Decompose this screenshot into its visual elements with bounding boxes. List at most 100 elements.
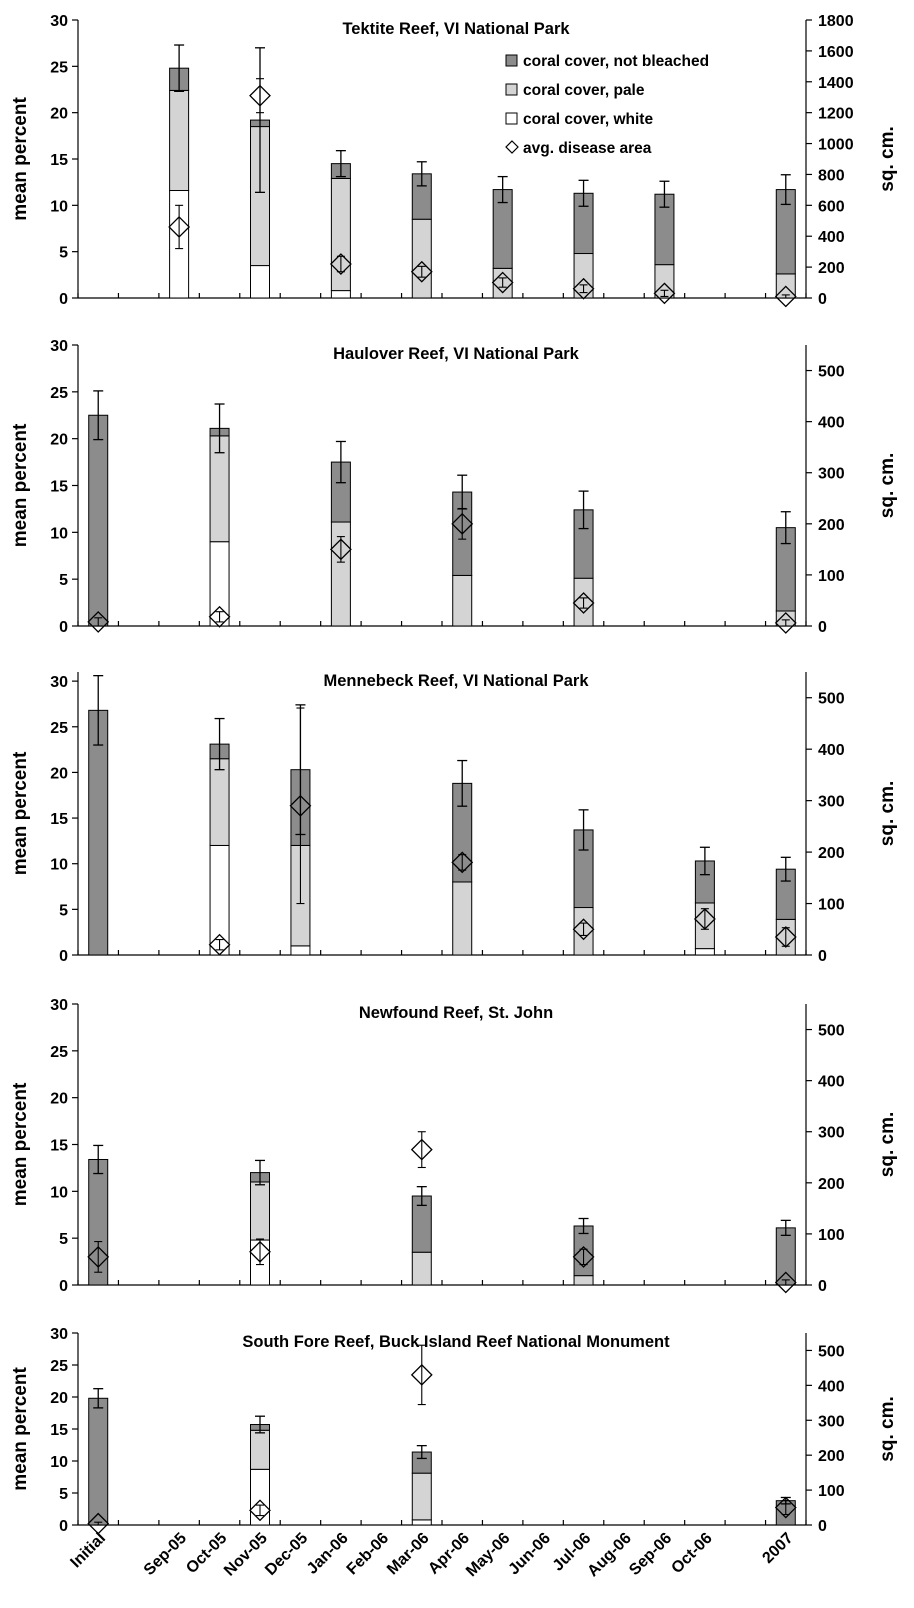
bar-stack [573,490,594,627]
bar-stack [330,440,351,627]
disease-marker [410,1131,433,1169]
y2-tick-label: 1600 [818,44,854,61]
y2-tick-label: 100 [818,568,845,585]
legend-label: coral cover, pale [523,82,645,99]
disease-diamond [329,253,352,275]
bar-segment-pale [209,758,230,846]
disease-diamond [410,1363,433,1386]
y-tick-label: 30 [50,1326,68,1343]
disease-marker [572,918,595,941]
bar-segment-not-bleached [88,1397,109,1526]
y-tick-label: 25 [50,1044,68,1061]
y-tick-label: 10 [50,198,68,215]
y2-tick-label: 400 [818,229,845,246]
legend: coral cover, not bleached coral cover, pa… [505,53,709,157]
disease-marker [87,610,110,633]
y-tick-label: 20 [50,106,68,123]
bar-segment-not-bleached [88,709,109,956]
y-tick-label: 10 [50,525,68,542]
y-axis-title: mean percent [10,1082,31,1206]
disease-diamond [87,610,110,633]
bar-stack [775,511,796,627]
disease-diamond [572,277,595,300]
y2-tick-label: 200 [818,517,845,534]
y2-tick-label: 200 [818,1176,845,1193]
disease-diamond [774,1271,797,1294]
bar-segment-white [330,290,351,299]
bar-stack [250,1159,270,1286]
bar-stack [88,675,109,956]
y2-tick-label: 1800 [818,13,854,30]
y2-tick-label: 500 [818,691,845,708]
y-tick-label: 20 [50,432,68,449]
disease-diamond [774,612,797,634]
y2-tick-label: 100 [818,897,845,914]
disease-diamond [249,1499,271,1522]
y-axis-title: mean percent [10,97,31,221]
y-tick-label: 5 [59,245,68,262]
bar-stack [250,1415,270,1526]
y-tick-label: 10 [50,1454,68,1471]
y-tick-label: 20 [50,1390,68,1407]
legend-swatch [505,112,518,125]
disease-marker [410,1344,433,1406]
y2-tick-label: 0 [818,1518,827,1535]
x-category-label: Jun-06 [505,1530,554,1579]
bar-stack [209,717,230,956]
panel-title: Mennebeck Reef, VI National Park [323,672,589,690]
disease-marker [329,536,352,563]
y2-tick-label: 400 [818,1074,845,1091]
bar-segment-pale [250,1429,270,1470]
disease-marker [451,507,474,540]
bar-segment-pale [452,881,473,956]
y-tick-label: 30 [50,674,68,691]
y-tick-label: 15 [50,811,68,828]
y2-tick-label: 600 [818,198,845,215]
panel-1: 0 5 10 15 20 25 30 0 200 400 600 800 1000 1200 1400 160… [10,13,898,308]
bar-stack [411,1444,432,1526]
disease-marker [329,253,352,275]
y2-tick-label: 0 [818,291,827,308]
disease-diamond [87,1245,110,1268]
bar-stack [573,809,594,956]
y2-tick-label: 800 [818,167,845,184]
disease-diamond [249,1240,271,1263]
disease-marker [491,271,514,294]
bar-segment-pale [411,1472,432,1521]
bar-segment-not-bleached [88,414,109,627]
disease-diamond [653,282,676,305]
disease-marker [774,612,797,634]
bar-stack [694,846,715,956]
y2-tick-label: 200 [818,845,845,862]
disease-diamond [87,1512,110,1535]
bar-stack [411,161,432,299]
y-tick-label: 0 [59,291,68,308]
legend-label: coral cover, not bleached [523,53,709,70]
y2-tick-label: 300 [818,1125,845,1142]
x-category-labels: Initial Sep-05Oct-05Nov-05Dec-05Jan-06Feb… [67,1530,796,1580]
y-axis-title: mean percent [10,751,31,875]
y-tick-label: 0 [59,619,68,636]
x-category-label: Sep-06 [626,1530,675,1579]
disease-marker [410,260,433,283]
disease-diamond [572,918,595,941]
disease-marker [289,707,312,905]
y-tick-label: 15 [50,1422,68,1439]
y2-axis-title: sq. cm. [877,1112,898,1177]
legend-label: avg. disease area [523,140,652,157]
bar-segment-pale [411,1251,432,1286]
y2-axis-title: sq. cm. [877,453,898,518]
bar-segment-pale [573,1275,594,1286]
disease-diamond [774,926,797,948]
y-tick-label: 25 [50,1358,68,1375]
y2-tick-label: 1200 [818,106,854,123]
y2-tick-label: 400 [818,415,845,432]
bar-stack [452,474,473,627]
y-tick-label: 5 [59,1486,68,1503]
y-tick-label: 20 [50,765,68,782]
disease-marker [249,1499,271,1522]
y2-tick-label: 300 [818,466,845,483]
